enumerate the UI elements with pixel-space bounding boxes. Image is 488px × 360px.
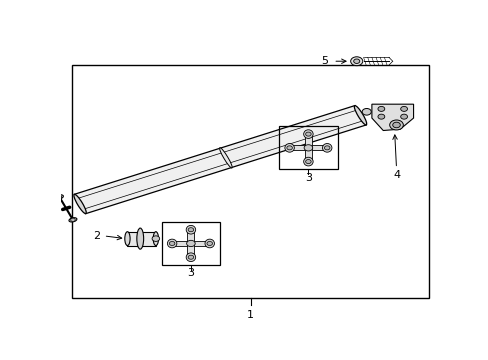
Circle shape (377, 107, 384, 111)
Circle shape (353, 59, 359, 63)
Text: 5: 5 (320, 56, 327, 66)
Circle shape (305, 159, 310, 163)
Text: 1: 1 (246, 310, 254, 320)
Circle shape (324, 146, 329, 150)
Circle shape (169, 242, 175, 246)
Ellipse shape (285, 144, 294, 152)
Ellipse shape (153, 232, 158, 246)
Ellipse shape (204, 239, 214, 248)
Circle shape (70, 218, 75, 221)
Circle shape (188, 255, 193, 259)
Circle shape (400, 114, 407, 119)
Circle shape (286, 146, 292, 150)
Circle shape (206, 242, 212, 246)
Text: 4: 4 (392, 170, 399, 180)
Circle shape (362, 108, 370, 115)
Circle shape (377, 114, 384, 119)
Bar (304, 134, 311, 162)
Text: 3: 3 (305, 173, 311, 183)
Ellipse shape (69, 218, 77, 222)
Ellipse shape (322, 144, 331, 152)
Circle shape (186, 240, 195, 247)
Bar (187, 230, 194, 257)
Bar (127, 232, 156, 246)
Circle shape (188, 228, 193, 232)
Ellipse shape (124, 232, 130, 246)
Ellipse shape (303, 130, 312, 139)
Ellipse shape (186, 253, 195, 262)
Ellipse shape (219, 148, 232, 168)
Text: 3: 3 (187, 268, 194, 278)
Bar (161, 222, 220, 265)
Circle shape (152, 236, 159, 242)
Ellipse shape (137, 228, 143, 249)
Circle shape (57, 195, 61, 199)
Polygon shape (74, 105, 366, 213)
Circle shape (350, 57, 362, 66)
Ellipse shape (303, 157, 312, 166)
Bar (172, 241, 209, 246)
Circle shape (392, 122, 400, 128)
Ellipse shape (186, 225, 195, 234)
Ellipse shape (354, 105, 366, 125)
Text: 2: 2 (93, 231, 100, 241)
Circle shape (400, 107, 407, 111)
Ellipse shape (55, 195, 63, 199)
Circle shape (304, 145, 312, 151)
Bar (289, 145, 326, 150)
Circle shape (389, 120, 403, 130)
Bar (72, 66, 428, 298)
Circle shape (305, 132, 310, 136)
Polygon shape (371, 104, 413, 131)
Bar (279, 126, 337, 169)
Ellipse shape (167, 239, 177, 248)
Ellipse shape (74, 194, 86, 214)
